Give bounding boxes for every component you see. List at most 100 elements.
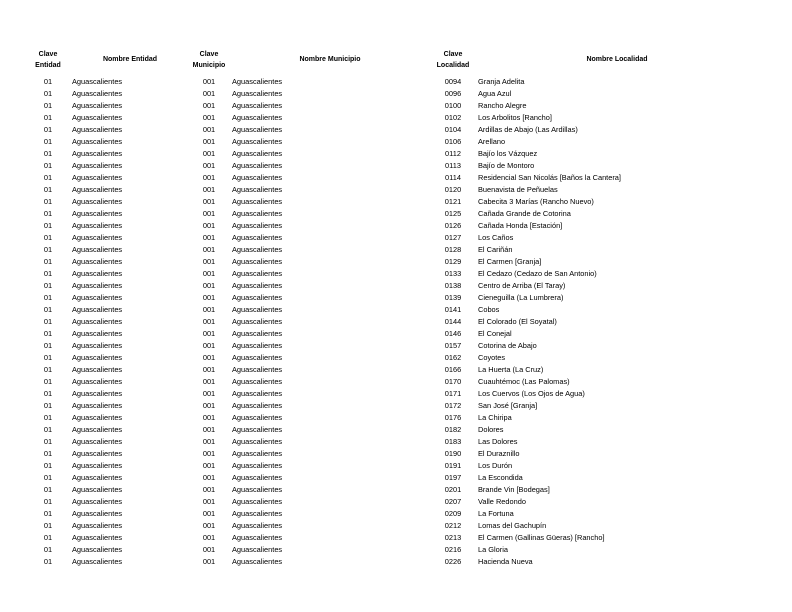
clave-localidad-cell: 0112 bbox=[445, 149, 461, 158]
nombre-municipio-cell: Aguascalientes bbox=[232, 161, 283, 170]
nombre-localidad-cell: Cañada Honda [Estación] bbox=[478, 221, 563, 230]
nombre-localidad-cell: La Gloria bbox=[478, 545, 508, 554]
nombre-municipio-cell: Aguascalientes bbox=[232, 437, 283, 446]
table-row: 01 Aguascalientes 001 Aguascalientes 0096 Agu… bbox=[0, 88, 792, 100]
nombre-entidad-cell: Aguascalientes bbox=[72, 449, 123, 458]
nombre-municipio-cell: Aguascalientes bbox=[232, 125, 283, 134]
nombre-municipio-cell: Aguascalientes bbox=[232, 473, 283, 482]
table-row: 01 Aguascalientes 001 Aguascalientes 0170 Cua… bbox=[0, 376, 792, 388]
table-body: 01 Aguascalientes 001 Aguascalientes 0094 Gra… bbox=[0, 76, 792, 568]
table-row: 01 Aguascalientes 001 Aguascalientes 0182 Dol… bbox=[0, 424, 792, 436]
table-row: 01 Aguascalientes 001 Aguascalientes 0104 Ard… bbox=[0, 124, 792, 136]
clave-localidad-cell: 0166 bbox=[444, 365, 462, 374]
table-row: 01 Aguascalientes 001 Aguascalientes 0226 Hac… bbox=[0, 556, 792, 568]
clave-municipio-cell: 001 bbox=[202, 365, 216, 374]
clave-localidad-cell: 0209 bbox=[444, 509, 462, 518]
nombre-entidad-cell: Aguascalientes bbox=[72, 473, 123, 482]
clave-municipio-cell: 001 bbox=[202, 281, 216, 290]
clave-municipio-cell: 001 bbox=[202, 437, 216, 446]
clave-entidad-cell: 01 bbox=[43, 89, 53, 98]
nombre-municipio-cell: Aguascalientes bbox=[232, 293, 283, 302]
clave-municipio-cell: 001 bbox=[202, 461, 216, 470]
nombre-localidad-cell: Buenavista de Peñuelas bbox=[478, 185, 558, 194]
clave-entidad-cell: 01 bbox=[43, 509, 53, 518]
clave-entidad-cell: 01 bbox=[43, 473, 53, 482]
clave-municipio-cell: 001 bbox=[202, 425, 216, 434]
clave-localidad-cell: 0226 bbox=[444, 557, 462, 566]
header-clave-municipio: Clave Municipio bbox=[192, 51, 226, 69]
clave-localidad-cell: 0121 bbox=[444, 197, 462, 206]
table-row: 01 Aguascalientes 001 Aguascalientes 0133 El … bbox=[0, 268, 792, 280]
clave-municipio-cell: 001 bbox=[202, 101, 216, 110]
table-row: 01 Aguascalientes 001 Aguascalientes 0162 Coy… bbox=[0, 352, 792, 364]
clave-localidad-cell: 0096 bbox=[444, 89, 462, 98]
clave-entidad-cell: 01 bbox=[43, 245, 53, 254]
nombre-localidad-cell: Granja Adelita bbox=[478, 77, 525, 86]
clave-entidad-cell: 01 bbox=[43, 425, 53, 434]
clave-localidad-cell: 0133 bbox=[444, 269, 462, 278]
clave-municipio-cell: 001 bbox=[202, 89, 216, 98]
clave-municipio-cell: 001 bbox=[202, 521, 216, 530]
clave-municipio-cell: 001 bbox=[202, 557, 216, 566]
clave-entidad-cell: 01 bbox=[43, 269, 53, 278]
table-row: 01 Aguascalientes 001 Aguascalientes 0213 El … bbox=[0, 532, 792, 544]
clave-localidad-cell: 0170 bbox=[444, 377, 462, 386]
clave-localidad-cell: 0128 bbox=[444, 245, 462, 254]
clave-municipio-cell: 001 bbox=[202, 533, 216, 542]
nombre-localidad-cell: Hacienda Nueva bbox=[478, 557, 533, 566]
clave-entidad-cell: 01 bbox=[43, 113, 53, 122]
table-row: 01 Aguascalientes 001 Aguascalientes 0102 Los… bbox=[0, 112, 792, 124]
nombre-entidad-cell: Aguascalientes bbox=[72, 185, 123, 194]
clave-municipio-cell: 001 bbox=[202, 161, 216, 170]
nombre-municipio-cell: Aguascalientes bbox=[232, 377, 283, 386]
clave-entidad-cell: 01 bbox=[43, 257, 53, 266]
clave-entidad-cell: 01 bbox=[43, 317, 53, 326]
clave-municipio-cell: 001 bbox=[202, 509, 216, 518]
clave-localidad-cell: 0197 bbox=[444, 473, 462, 482]
table-row: 01 Aguascalientes 001 Aguascalientes 0094 Gra… bbox=[0, 76, 792, 88]
header-clave-entidad: Clave Entidad bbox=[35, 51, 61, 69]
nombre-entidad-cell: Aguascalientes bbox=[72, 77, 123, 86]
clave-localidad-cell: 0212 bbox=[444, 521, 462, 530]
nombre-localidad-cell: Cotorina de Abajo bbox=[478, 341, 537, 350]
clave-localidad-cell: 0120 bbox=[444, 185, 462, 194]
clave-entidad-cell: 01 bbox=[43, 209, 53, 218]
clave-entidad-cell: 01 bbox=[43, 521, 53, 530]
clave-entidad-cell: 01 bbox=[43, 221, 53, 230]
clave-localidad-cell: 0125 bbox=[444, 209, 462, 218]
clave-municipio-cell: 001 bbox=[202, 245, 216, 254]
clave-localidad-cell: 0139 bbox=[444, 293, 462, 302]
nombre-municipio-cell: Aguascalientes bbox=[232, 317, 283, 326]
clave-localidad-cell: 0216 bbox=[444, 545, 462, 554]
clave-localidad-cell: 0106 bbox=[444, 137, 462, 146]
table-row: 01 Aguascalientes 001 Aguascalientes 0139 Cie… bbox=[0, 292, 792, 304]
nombre-municipio-cell: Aguascalientes bbox=[232, 209, 283, 218]
table-row: 01 Aguascalientes 001 Aguascalientes 0144 El … bbox=[0, 316, 792, 328]
table-row: 01 Aguascalientes 001 Aguascalientes 0100 Ran… bbox=[0, 100, 792, 112]
table-row: 01 Aguascalientes 001 Aguascalientes 0138 Cen… bbox=[0, 280, 792, 292]
clave-municipio-cell: 001 bbox=[202, 497, 216, 506]
clave-entidad-cell: 01 bbox=[43, 233, 53, 242]
clave-localidad-cell: 0183 bbox=[444, 437, 462, 446]
clave-localidad-cell: 0172 bbox=[444, 401, 462, 410]
clave-localidad-cell: 0176 bbox=[444, 413, 462, 422]
nombre-entidad-cell: Aguascalientes bbox=[72, 257, 123, 266]
nombre-entidad-cell: Aguascalientes bbox=[72, 89, 123, 98]
clave-municipio-cell: 001 bbox=[202, 113, 216, 122]
clave-municipio-cell: 001 bbox=[202, 341, 216, 350]
clave-municipio-cell: 001 bbox=[202, 353, 216, 362]
nombre-localidad-cell: La Huerta (La Cruz) bbox=[478, 365, 544, 374]
header-clave-localidad: Clave Localidad bbox=[436, 51, 470, 69]
table-row: 01 Aguascalientes 001 Aguascalientes 0176 La … bbox=[0, 412, 792, 424]
nombre-localidad-cell: El Colorado (El Soyatal) bbox=[478, 317, 557, 326]
nombre-entidad-cell: Aguascalientes bbox=[72, 173, 123, 182]
nombre-entidad-cell: Aguascalientes bbox=[72, 377, 123, 386]
table-row: 01 Aguascalientes 001 Aguascalientes 0129 El … bbox=[0, 256, 792, 268]
nombre-municipio-cell: Aguascalientes bbox=[232, 137, 283, 146]
table-row: 01 Aguascalientes 001 Aguascalientes 0172 San… bbox=[0, 400, 792, 412]
clave-localidad-cell: 0171 bbox=[444, 389, 462, 398]
nombre-localidad-cell: Residencial San Nicolás [Baños la Canter… bbox=[478, 173, 621, 182]
clave-municipio-cell: 001 bbox=[202, 329, 216, 338]
nombre-localidad-cell: Las Dolores bbox=[478, 437, 518, 446]
nombre-entidad-cell: Aguascalientes bbox=[72, 521, 123, 530]
